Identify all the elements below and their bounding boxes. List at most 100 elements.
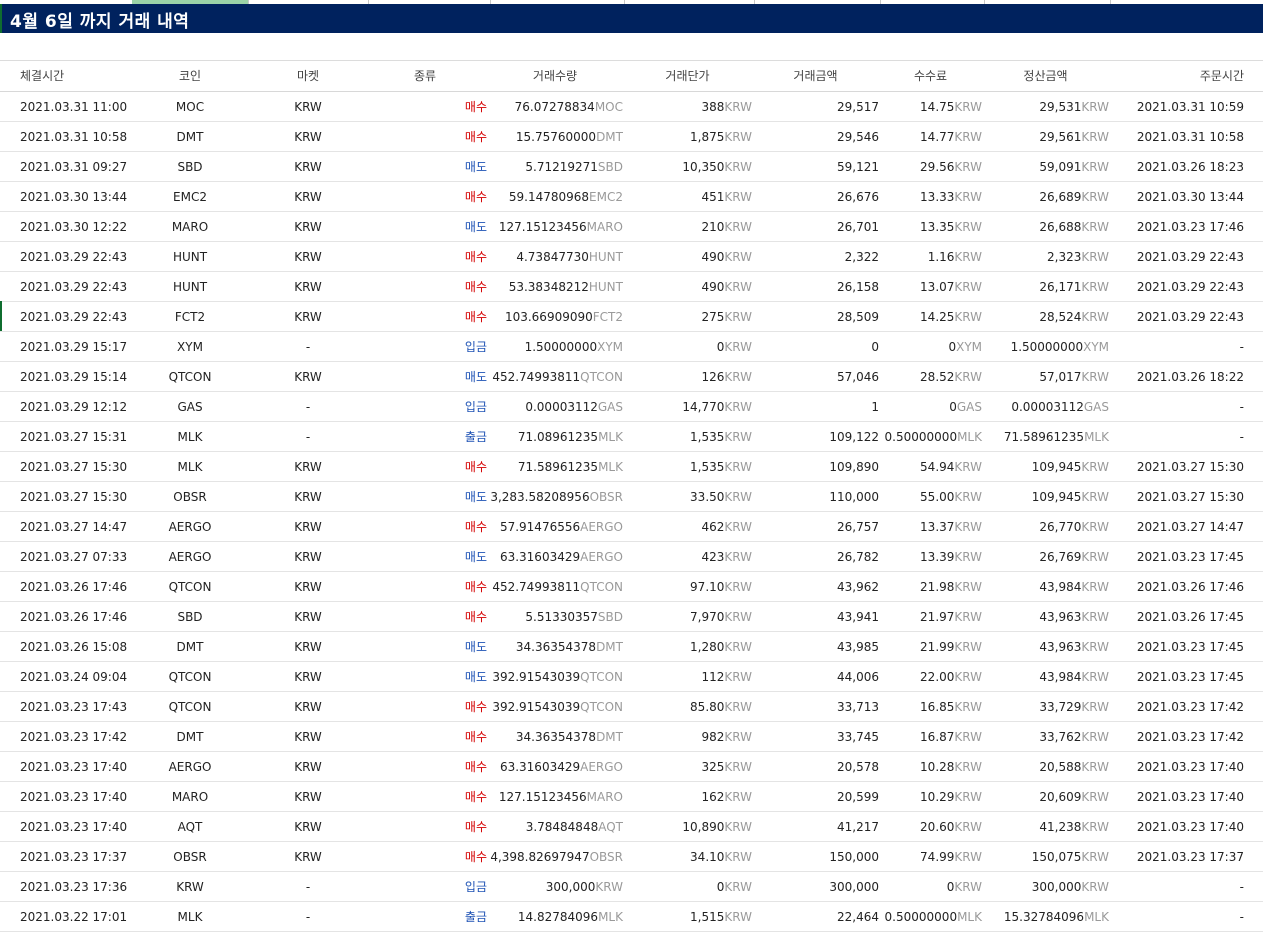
- header-market[interactable]: 마켓: [296, 69, 320, 83]
- table-row[interactable]: 2021.03.31 09:27 SBD KRW 매도 5.71219271SBD 10,…: [0, 152, 1263, 182]
- exec-time-cell: 2021.03.30 13:44: [20, 190, 128, 204]
- table-row[interactable]: 2021.03.23 17:36 KRW - 입금 300,000KRW 0KRW 300,…: [0, 872, 1263, 902]
- table-row[interactable]: 2021.03.27 15:30 OBSR KRW 매도 3,283.58208956O…: [0, 482, 1263, 512]
- table-row[interactable]: 2021.03.30 12:22 MARO KRW 매도 127.15123456MAR…: [0, 212, 1263, 242]
- fee-cell: 13.07KRW: [879, 272, 982, 301]
- header-coin[interactable]: 코인: [178, 69, 202, 83]
- unit-price-cell-unit: KRW: [724, 520, 752, 534]
- settlement-cell-value: 109,945: [1031, 490, 1082, 504]
- table-row[interactable]: 2021.03.27 15:31 MLK - 출금 71.08961235MLK 1,53…: [0, 422, 1263, 452]
- sheet-tab-active[interactable]: [132, 0, 249, 4]
- table-row[interactable]: 2021.03.27 07:33 AERGO KRW 매도 63.31603429AER…: [0, 542, 1263, 572]
- table-row[interactable]: 2021.03.27 15:30 MLK KRW 매수 71.58961235MLK 1,…: [0, 452, 1263, 482]
- trade-history-table: 체결시간 코인 마켓 종류 거래수량 거래단가 거래금액 수수료 정산금액 주문시간 2021.0…: [0, 61, 1263, 932]
- settlement-cell-unit: KRW: [1081, 850, 1109, 864]
- table-row[interactable]: 2021.03.23 17:40 AQT KRW 매수 3.78484848AQT 10,…: [0, 812, 1263, 842]
- unit-price-cell-value: 126: [701, 370, 725, 384]
- sheet-tab[interactable]: [984, 0, 1111, 4]
- table-row[interactable]: 2021.03.29 15:14 QTCON KRW 매도 452.74993811QT…: [0, 362, 1263, 392]
- table-row[interactable]: 2021.03.29 15:17 XYM - 입금 1.50000000XYM 0KRW 0…: [0, 332, 1263, 362]
- sheet-tab[interactable]: [880, 0, 985, 4]
- header-type[interactable]: 종류: [413, 69, 437, 83]
- settlement-cell-unit: KRW: [1081, 250, 1109, 264]
- table-row[interactable]: 2021.03.29 22:43 HUNT KRW 매수 4.73847730HUNT 4…: [0, 242, 1263, 272]
- header-unit-price[interactable]: 거래단가: [665, 69, 710, 83]
- quantity-cell-unit: QTCON: [580, 370, 623, 384]
- settlement-cell-value: 26,770: [1039, 520, 1082, 534]
- fee-cell-value: 14.77: [920, 130, 955, 144]
- header-quantity[interactable]: 거래수량: [532, 69, 578, 83]
- exec-time-cell: 2021.03.23 17:37: [20, 850, 128, 864]
- fee-cell-unit: KRW: [954, 550, 982, 564]
- sheet-tab[interactable]: [490, 0, 625, 4]
- settlement-cell-unit: KRW: [1081, 100, 1109, 114]
- amount-cell: 26,757: [752, 512, 879, 541]
- market-cell: KRW: [294, 220, 322, 234]
- settlement-cell: 43,963KRW: [982, 632, 1109, 661]
- table-row[interactable]: 2021.03.30 13:44 EMC2 KRW 매수 59.14780968EMC2…: [0, 182, 1263, 212]
- unit-price-cell-value: 10,890: [682, 820, 725, 834]
- exec-time-cell: 2021.03.30 12:22: [20, 220, 128, 234]
- table-row[interactable]: 2021.03.29 22:43 FCT2 KRW 매수 103.66909090FCT…: [0, 302, 1263, 332]
- settlement-cell: 20,609KRW: [982, 782, 1109, 811]
- fee-cell-value: 74.99: [920, 850, 955, 864]
- table-row[interactable]: 2021.03.23 17:43 QTCON KRW 매수 392.91543039QT…: [0, 692, 1263, 722]
- table-row[interactable]: 2021.03.22 17:01 MLK - 출금 14.82784096MLK 1,51…: [0, 902, 1263, 932]
- fee-cell-unit: KRW: [954, 730, 982, 744]
- exec-time-cell: 2021.03.27 15:31: [20, 430, 128, 444]
- header-settlement[interactable]: 정산금액: [1023, 69, 1068, 83]
- coin-cell: HUNT: [172, 250, 208, 264]
- quantity-cell-unit: FCT2: [592, 310, 623, 324]
- settlement-cell: 43,984KRW: [982, 572, 1109, 601]
- header-exec-time[interactable]: 체결시간: [20, 69, 65, 83]
- order-time-cell: -: [1239, 340, 1244, 354]
- table-row[interactable]: 2021.03.23 17:40 MARO KRW 매수 127.15123456MAR…: [0, 782, 1263, 812]
- header-fee[interactable]: 수수료: [913, 69, 948, 83]
- fee-cell-unit: KRW: [954, 190, 982, 204]
- sheet-tab[interactable]: [624, 0, 755, 4]
- table-row[interactable]: 2021.03.31 10:58 DMT KRW 매수 15.75760000DMT 1,…: [0, 122, 1263, 152]
- table-row[interactable]: 2021.03.29 22:43 HUNT KRW 매수 53.38348212HUNT…: [0, 272, 1263, 302]
- type-cell: 매도: [464, 670, 487, 684]
- type-cell: 매수: [464, 280, 487, 294]
- settlement-cell: 2,323KRW: [982, 242, 1109, 271]
- header-amount[interactable]: 거래금액: [793, 69, 838, 83]
- unit-price-cell-value: 423: [701, 550, 725, 564]
- table-row[interactable]: 2021.03.29 12:12 GAS - 입금 0.00003112GAS 14,77…: [0, 392, 1263, 422]
- unit-price-cell: 210KRW: [623, 212, 753, 241]
- settlement-cell: 41,238KRW: [982, 812, 1109, 841]
- settlement-cell: 59,091KRW: [982, 152, 1109, 181]
- table-row[interactable]: 2021.03.26 17:46 QTCON KRW 매수 452.74993811QT…: [0, 572, 1263, 602]
- table-row[interactable]: 2021.03.26 15:08 DMT KRW 매도 34.36354378DMT 1,…: [0, 632, 1263, 662]
- table-row[interactable]: 2021.03.31 11:00 MOC KRW 매수 76.07278834MOC 38…: [0, 92, 1263, 122]
- fee-cell-unit: KRW: [954, 160, 982, 174]
- sheet-tab[interactable]: [754, 0, 881, 4]
- settlement-cell-value: 26,689: [1039, 190, 1082, 204]
- table-row[interactable]: 2021.03.27 14:47 AERGO KRW 매수 57.91476556AER…: [0, 512, 1263, 542]
- settlement-cell: 109,945KRW: [982, 452, 1109, 481]
- amount-cell: 26,676: [752, 182, 879, 211]
- table-row[interactable]: 2021.03.23 17:42 DMT KRW 매수 34.36354378DMT 98…: [0, 722, 1263, 752]
- amount-cell: 0: [752, 332, 879, 361]
- unit-price-cell: 1,535KRW: [623, 422, 752, 451]
- settlement-cell: 109,945KRW: [982, 482, 1109, 511]
- quantity-cell-value: 300,000: [545, 880, 596, 894]
- fee-cell: 16.85KRW: [879, 692, 982, 721]
- order-time-cell: 2021.03.27 15:30: [1136, 490, 1244, 504]
- sheet-tab[interactable]: [368, 0, 491, 4]
- exec-time-cell: 2021.03.27 15:30: [20, 490, 128, 504]
- header-order-time[interactable]: 주문시간: [1199, 69, 1244, 83]
- quantity-cell-unit: DMT: [596, 730, 623, 744]
- order-time-cell: 2021.03.23 17:42: [1136, 730, 1244, 744]
- table-row[interactable]: 2021.03.24 09:04 QTCON KRW 매도 392.91543039QT…: [0, 662, 1263, 692]
- unit-price-cell: 97.10KRW: [623, 572, 752, 601]
- unit-price-cell: 982KRW: [623, 722, 753, 751]
- exec-time-cell: 2021.03.29 15:14: [20, 370, 128, 384]
- settlement-cell-unit: KRW: [1081, 880, 1109, 894]
- table-row[interactable]: 2021.03.26 17:46 SBD KRW 매수 5.51330357SBD 7,9…: [0, 602, 1263, 632]
- title-bar: 4월 6일 까지 거래 내역: [0, 4, 1263, 33]
- quantity-cell: 5.51330357SBD: [487, 602, 623, 631]
- sheet-tab[interactable]: [248, 0, 369, 4]
- table-row[interactable]: 2021.03.23 17:37 OBSR KRW 매수 4,398.82697947O…: [0, 842, 1263, 872]
- table-row[interactable]: 2021.03.23 17:40 AERGO KRW 매수 63.31603429AER…: [0, 752, 1263, 782]
